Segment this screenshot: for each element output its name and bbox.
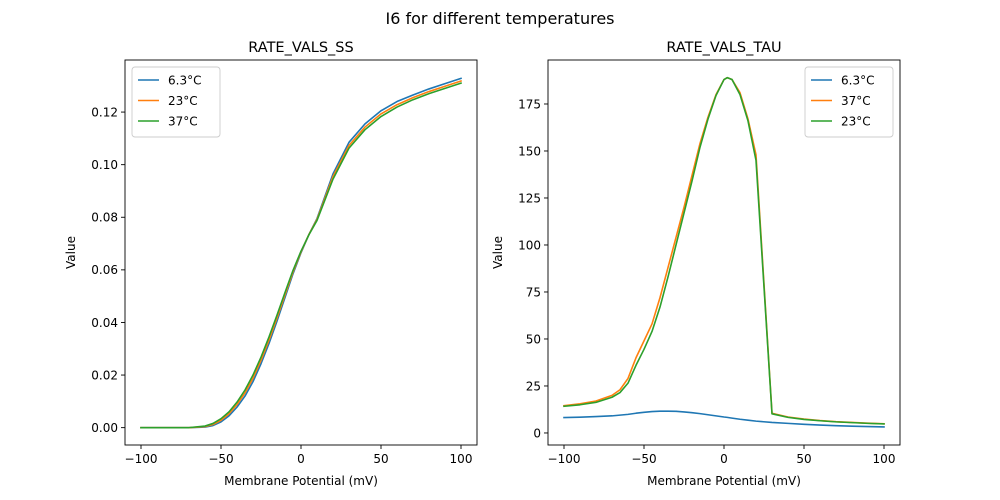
series-line-23c — [563, 76, 885, 425]
legend: 6.3°C 23°C 37°C — [131, 66, 221, 138]
x-tick-label: −50 — [631, 452, 656, 466]
legend-label: 23°C — [841, 115, 871, 129]
y-tick-label: 125 — [518, 191, 541, 205]
x-tick-label: 0 — [297, 452, 305, 466]
y-tick-label: 100 — [518, 238, 541, 252]
legend-box — [804, 66, 894, 138]
y-tick-label: 0.12 — [91, 105, 118, 119]
y-tick-label: 0.10 — [91, 158, 118, 172]
subplot-title: RATE_VALS_TAU — [666, 40, 781, 56]
x-tick-label: −100 — [548, 452, 581, 466]
x-axis-label: Membrane Potential (mV) — [647, 474, 801, 488]
y-axis-label: Value — [64, 236, 78, 269]
x-tick-label: −50 — [208, 452, 233, 466]
series-group — [140, 77, 463, 429]
y-tick-label: 0.02 — [91, 368, 118, 382]
y-tick-label: 0.08 — [91, 211, 118, 225]
x-tick-label: −100 — [125, 452, 158, 466]
y-tick-label: 0.00 — [91, 421, 118, 435]
legend: 6.3°C 37°C 23°C — [804, 66, 894, 138]
series-line-37c — [140, 82, 463, 429]
legend-label: 6.3°C — [841, 74, 874, 88]
x-tick-label: 100 — [873, 452, 896, 466]
y-tick-label: 50 — [526, 332, 541, 346]
x-tick-label: 50 — [796, 452, 811, 466]
legend-label: 6.3°C — [168, 74, 201, 88]
subplot-rate-vals-ss: RATE_VALS_SS −100 −50 0 50 100 0.00 0.02 0.04 0.0… — [64, 40, 478, 488]
x-tick-label: 100 — [450, 452, 473, 466]
series-group — [563, 76, 885, 428]
y-tick-label: 25 — [526, 379, 541, 393]
y-tick-label: 0 — [533, 426, 541, 440]
y-tick-label: 75 — [526, 285, 541, 299]
x-tick-label: 0 — [720, 452, 728, 466]
legend-label: 23°C — [168, 94, 198, 108]
legend-label: 37°C — [841, 94, 871, 108]
x-axis-label: Membrane Potential (mV) — [224, 474, 378, 488]
subplot-title: RATE_VALS_SS — [248, 40, 353, 56]
subplot-rate-vals-tau: RATE_VALS_TAU −100 −50 0 50 100 0 25 50 75 100 125 1… — [491, 40, 901, 488]
y-axis-label: Value — [491, 236, 505, 269]
x-tick-label: 50 — [373, 452, 388, 466]
legend-box — [131, 66, 221, 138]
y-tick-label: 150 — [518, 144, 541, 158]
legend-label: 37°C — [168, 115, 198, 129]
y-tick-label: 0.04 — [91, 316, 118, 330]
figure-suptitle: I6 for different temperatures — [385, 9, 614, 28]
y-tick-label: 175 — [518, 97, 541, 111]
series-line-63c — [563, 410, 885, 428]
y-tick-label: 0.06 — [91, 263, 118, 277]
